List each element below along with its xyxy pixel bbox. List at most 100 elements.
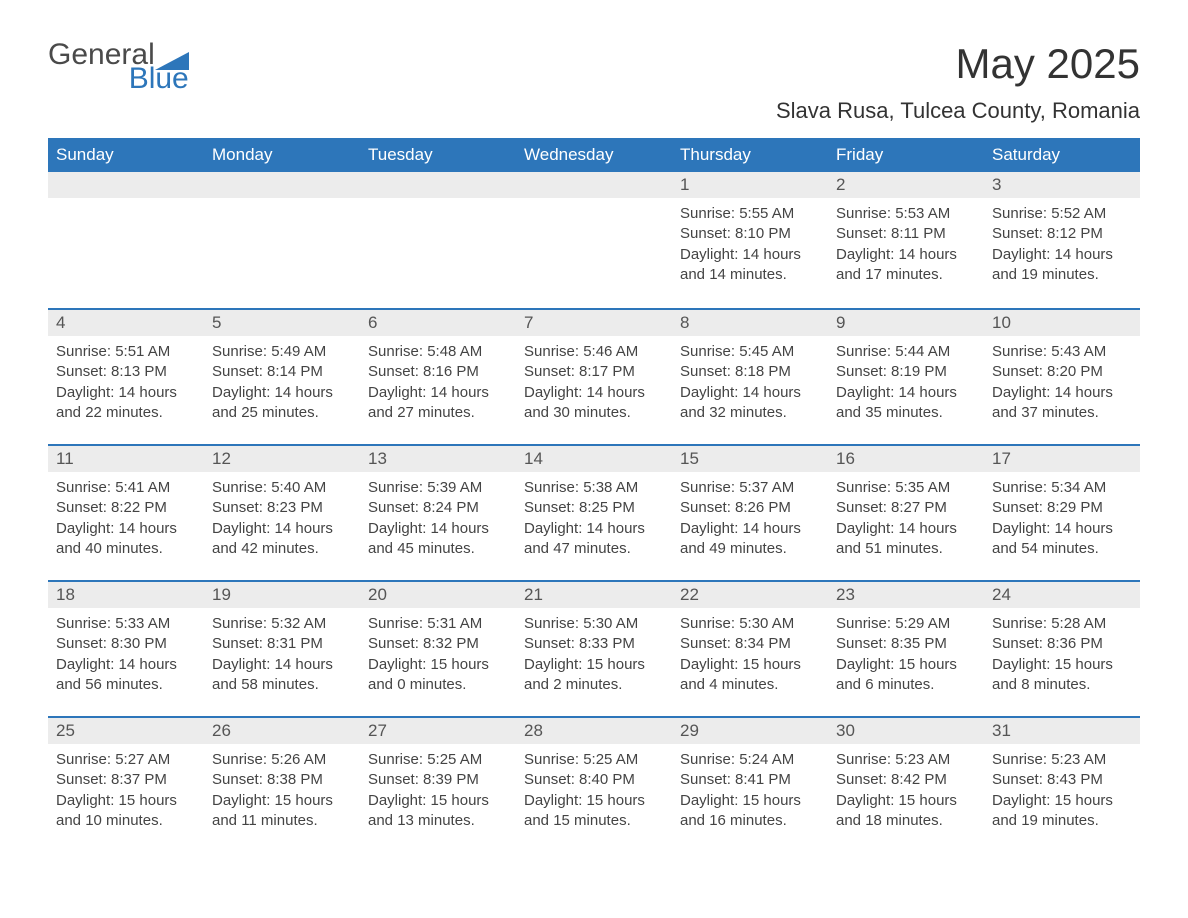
sunset-line: Sunset: 8:22 PM bbox=[56, 498, 196, 518]
day-number: 27 bbox=[360, 718, 516, 744]
calendar-day: 6Sunrise: 5:48 AMSunset: 8:16 PMDaylight… bbox=[360, 310, 516, 438]
daylight-line: Daylight: 15 hours and 4 minutes. bbox=[680, 655, 820, 696]
sunset-line: Sunset: 8:27 PM bbox=[836, 498, 976, 518]
sunrise-line: Sunrise: 5:34 AM bbox=[992, 478, 1132, 498]
day-details: Sunrise: 5:52 AMSunset: 8:12 PMDaylight:… bbox=[984, 198, 1140, 287]
daylight-line: Daylight: 14 hours and 32 minutes. bbox=[680, 383, 820, 424]
dow-cell: Tuesday bbox=[360, 138, 516, 172]
sunrise-line: Sunrise: 5:49 AM bbox=[212, 342, 352, 362]
day-details: Sunrise: 5:31 AMSunset: 8:32 PMDaylight:… bbox=[360, 608, 516, 697]
day-details: Sunrise: 5:30 AMSunset: 8:33 PMDaylight:… bbox=[516, 608, 672, 697]
sunrise-line: Sunrise: 5:24 AM bbox=[680, 750, 820, 770]
daylight-line: Daylight: 14 hours and 42 minutes. bbox=[212, 519, 352, 560]
day-number: 12 bbox=[204, 446, 360, 472]
sunrise-line: Sunrise: 5:28 AM bbox=[992, 614, 1132, 634]
sunrise-line: Sunrise: 5:48 AM bbox=[368, 342, 508, 362]
day-details: Sunrise: 5:40 AMSunset: 8:23 PMDaylight:… bbox=[204, 472, 360, 561]
sunset-line: Sunset: 8:14 PM bbox=[212, 362, 352, 382]
title-block: May 2025 Slava Rusa, Tulcea County, Roma… bbox=[776, 40, 1140, 132]
header: General Blue May 2025 Slava Rusa, Tulcea… bbox=[48, 40, 1140, 132]
day-details: Sunrise: 5:26 AMSunset: 8:38 PMDaylight:… bbox=[204, 744, 360, 833]
daylight-line: Daylight: 14 hours and 35 minutes. bbox=[836, 383, 976, 424]
daylight-line: Daylight: 14 hours and 27 minutes. bbox=[368, 383, 508, 424]
sunset-line: Sunset: 8:11 PM bbox=[836, 224, 976, 244]
daylight-line: Daylight: 15 hours and 18 minutes. bbox=[836, 791, 976, 832]
dow-cell: Monday bbox=[204, 138, 360, 172]
sunset-line: Sunset: 8:43 PM bbox=[992, 770, 1132, 790]
day-details: Sunrise: 5:25 AMSunset: 8:40 PMDaylight:… bbox=[516, 744, 672, 833]
daylight-line: Daylight: 14 hours and 51 minutes. bbox=[836, 519, 976, 560]
day-details: Sunrise: 5:45 AMSunset: 8:18 PMDaylight:… bbox=[672, 336, 828, 425]
sunrise-line: Sunrise: 5:35 AM bbox=[836, 478, 976, 498]
sunset-line: Sunset: 8:18 PM bbox=[680, 362, 820, 382]
day-details bbox=[516, 198, 672, 206]
day-details: Sunrise: 5:33 AMSunset: 8:30 PMDaylight:… bbox=[48, 608, 204, 697]
logo: General Blue bbox=[48, 40, 189, 94]
dow-cell: Saturday bbox=[984, 138, 1140, 172]
dow-cell: Friday bbox=[828, 138, 984, 172]
daylight-line: Daylight: 15 hours and 8 minutes. bbox=[992, 655, 1132, 696]
sunrise-line: Sunrise: 5:51 AM bbox=[56, 342, 196, 362]
day-details: Sunrise: 5:46 AMSunset: 8:17 PMDaylight:… bbox=[516, 336, 672, 425]
location-subtitle: Slava Rusa, Tulcea County, Romania bbox=[776, 98, 1140, 124]
sunset-line: Sunset: 8:13 PM bbox=[56, 362, 196, 382]
sunrise-line: Sunrise: 5:38 AM bbox=[524, 478, 664, 498]
calendar-day: 19Sunrise: 5:32 AMSunset: 8:31 PMDayligh… bbox=[204, 582, 360, 710]
daylight-line: Daylight: 15 hours and 0 minutes. bbox=[368, 655, 508, 696]
day-number: 11 bbox=[48, 446, 204, 472]
daylight-line: Daylight: 14 hours and 14 minutes. bbox=[680, 245, 820, 286]
sunrise-line: Sunrise: 5:26 AM bbox=[212, 750, 352, 770]
day-number bbox=[48, 172, 204, 198]
calendar-day: 10Sunrise: 5:43 AMSunset: 8:20 PMDayligh… bbox=[984, 310, 1140, 438]
sunrise-line: Sunrise: 5:30 AM bbox=[524, 614, 664, 634]
day-number: 22 bbox=[672, 582, 828, 608]
day-number: 21 bbox=[516, 582, 672, 608]
daylight-line: Daylight: 14 hours and 58 minutes. bbox=[212, 655, 352, 696]
day-details: Sunrise: 5:48 AMSunset: 8:16 PMDaylight:… bbox=[360, 336, 516, 425]
day-details: Sunrise: 5:51 AMSunset: 8:13 PMDaylight:… bbox=[48, 336, 204, 425]
daylight-line: Daylight: 14 hours and 56 minutes. bbox=[56, 655, 196, 696]
day-details: Sunrise: 5:24 AMSunset: 8:41 PMDaylight:… bbox=[672, 744, 828, 833]
day-number: 6 bbox=[360, 310, 516, 336]
day-number: 9 bbox=[828, 310, 984, 336]
day-details: Sunrise: 5:29 AMSunset: 8:35 PMDaylight:… bbox=[828, 608, 984, 697]
sunset-line: Sunset: 8:39 PM bbox=[368, 770, 508, 790]
sunset-line: Sunset: 8:42 PM bbox=[836, 770, 976, 790]
sunrise-line: Sunrise: 5:53 AM bbox=[836, 204, 976, 224]
sunrise-line: Sunrise: 5:39 AM bbox=[368, 478, 508, 498]
daylight-line: Daylight: 15 hours and 2 minutes. bbox=[524, 655, 664, 696]
sunset-line: Sunset: 8:35 PM bbox=[836, 634, 976, 654]
days-of-week-header: SundayMondayTuesdayWednesdayThursdayFrid… bbox=[48, 138, 1140, 172]
calendar-day: 24Sunrise: 5:28 AMSunset: 8:36 PMDayligh… bbox=[984, 582, 1140, 710]
day-details: Sunrise: 5:28 AMSunset: 8:36 PMDaylight:… bbox=[984, 608, 1140, 697]
sunrise-line: Sunrise: 5:41 AM bbox=[56, 478, 196, 498]
calendar-day: 17Sunrise: 5:34 AMSunset: 8:29 PMDayligh… bbox=[984, 446, 1140, 574]
sunrise-line: Sunrise: 5:25 AM bbox=[524, 750, 664, 770]
day-number: 28 bbox=[516, 718, 672, 744]
daylight-line: Daylight: 14 hours and 30 minutes. bbox=[524, 383, 664, 424]
day-number: 30 bbox=[828, 718, 984, 744]
calendar-week: 11Sunrise: 5:41 AMSunset: 8:22 PMDayligh… bbox=[48, 444, 1140, 574]
calendar-day: 9Sunrise: 5:44 AMSunset: 8:19 PMDaylight… bbox=[828, 310, 984, 438]
sunrise-line: Sunrise: 5:31 AM bbox=[368, 614, 508, 634]
calendar-day: 30 Sunrise: 5:23 AMSunset: 8:42 PMDayligh… bbox=[828, 718, 984, 846]
sunset-line: Sunset: 8:20 PM bbox=[992, 362, 1132, 382]
calendar-day: 25Sunrise: 5:27 AMSunset: 8:37 PMDayligh… bbox=[48, 718, 204, 846]
sunrise-line: Sunrise: 5:46 AM bbox=[524, 342, 664, 362]
day-number: 1 bbox=[672, 172, 828, 198]
calendar-day bbox=[48, 172, 204, 302]
sunrise-line: Sunrise: 5:23 AM bbox=[836, 750, 976, 770]
calendar-day: 28Sunrise: 5:25 AMSunset: 8:40 PMDayligh… bbox=[516, 718, 672, 846]
calendar-day: 23Sunrise: 5:29 AMSunset: 8:35 PMDayligh… bbox=[828, 582, 984, 710]
sunset-line: Sunset: 8:37 PM bbox=[56, 770, 196, 790]
sunset-line: Sunset: 8:34 PM bbox=[680, 634, 820, 654]
day-number: 8 bbox=[672, 310, 828, 336]
day-details bbox=[360, 198, 516, 206]
day-number: 5 bbox=[204, 310, 360, 336]
calendar-day: 31Sunrise: 5:23 AMSunset: 8:43 PMDayligh… bbox=[984, 718, 1140, 846]
calendar-day: 15Sunrise: 5:37 AMSunset: 8:26 PMDayligh… bbox=[672, 446, 828, 574]
sunrise-line: Sunrise: 5:29 AM bbox=[836, 614, 976, 634]
day-details: Sunrise: 5:41 AMSunset: 8:22 PMDaylight:… bbox=[48, 472, 204, 561]
day-details: Sunrise: 5:25 AMSunset: 8:39 PMDaylight:… bbox=[360, 744, 516, 833]
day-details: Sunrise: 5:35 AMSunset: 8:27 PMDaylight:… bbox=[828, 472, 984, 561]
